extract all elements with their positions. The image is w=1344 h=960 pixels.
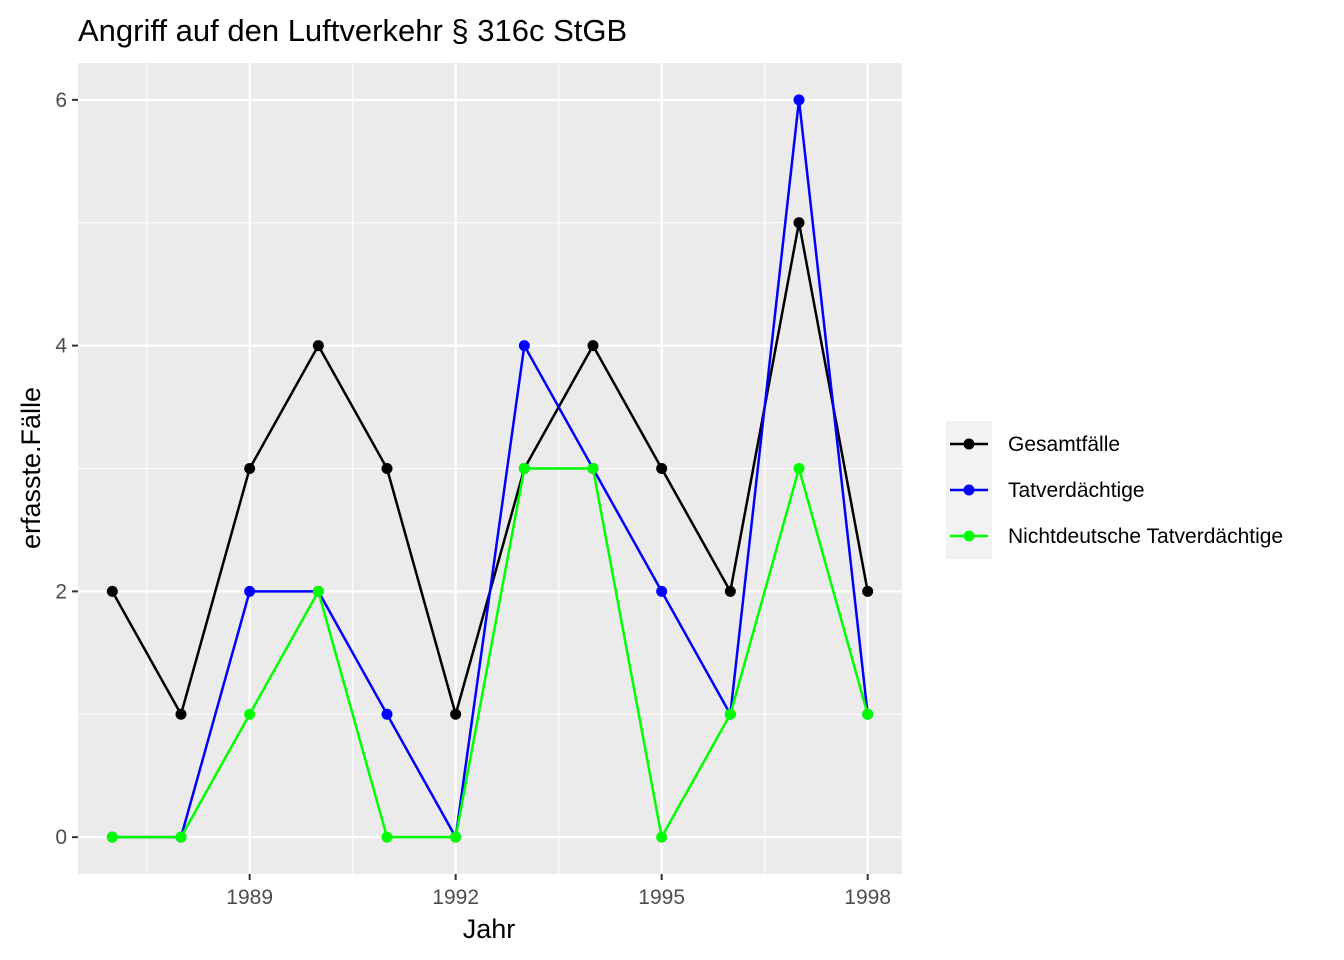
- data-point: [244, 708, 256, 720]
- data-point: [518, 463, 530, 474]
- data-point: [175, 831, 187, 843]
- data-point: [656, 831, 668, 843]
- y-tick-label: 6: [55, 89, 67, 112]
- legend: Gesamtfälle Tatverdächtige Nichtdeutsche T…: [946, 421, 1283, 559]
- legend-key-point: [963, 530, 975, 542]
- data-point: [175, 708, 187, 720]
- data-point: [312, 340, 324, 352]
- data-point: [793, 463, 805, 474]
- legend-label: Tatverdächtige: [1008, 479, 1145, 502]
- plot-panel: [78, 63, 902, 874]
- y-tick-label: 2: [55, 580, 67, 603]
- data-point: [244, 463, 256, 474]
- x-tick-label: 1995: [638, 886, 685, 909]
- data-point: [381, 463, 393, 474]
- data-point: [724, 708, 736, 720]
- data-point: [862, 585, 874, 597]
- data-point: [724, 585, 736, 597]
- data-point: [862, 708, 874, 720]
- series-line-1: [112, 98, 869, 839]
- data-point: [106, 831, 118, 843]
- legend-label: Gesamtfälle: [1008, 433, 1120, 456]
- data-point: [587, 463, 599, 474]
- x-axis-title: Jahr: [463, 914, 516, 944]
- data-marks: [106, 94, 874, 843]
- y-axis-title: erfasste.Fälle: [16, 387, 46, 549]
- data-point: [244, 585, 256, 597]
- x-tick-label: 1989: [226, 886, 273, 909]
- y-tick-label: 4: [55, 335, 67, 358]
- data-point: [381, 831, 393, 843]
- data-point: [381, 708, 393, 720]
- data-point: [793, 94, 805, 106]
- data-point: [312, 585, 324, 597]
- data-point: [450, 708, 462, 720]
- series-line-2: [112, 467, 869, 839]
- data-point: [450, 831, 462, 843]
- x-tick-label: 1998: [844, 886, 891, 909]
- legend-label: Nichtdeutsche Tatverdächtige: [1008, 525, 1283, 548]
- chart-title: Angriff auf den Luftverkehr § 316c StGB: [78, 13, 627, 48]
- data-point: [656, 585, 668, 597]
- data-point: [793, 217, 805, 229]
- data-point: [587, 340, 599, 352]
- data-point: [656, 463, 668, 474]
- data-point: [518, 340, 530, 352]
- legend-key-point: [963, 438, 975, 450]
- y-tick-label: 0: [55, 826, 67, 849]
- axes: 1989 1992 1995 1998 0 2 4 6: [55, 89, 891, 909]
- x-tick-label: 1992: [432, 886, 479, 909]
- data-point: [106, 585, 118, 597]
- legend-key-point: [963, 484, 975, 496]
